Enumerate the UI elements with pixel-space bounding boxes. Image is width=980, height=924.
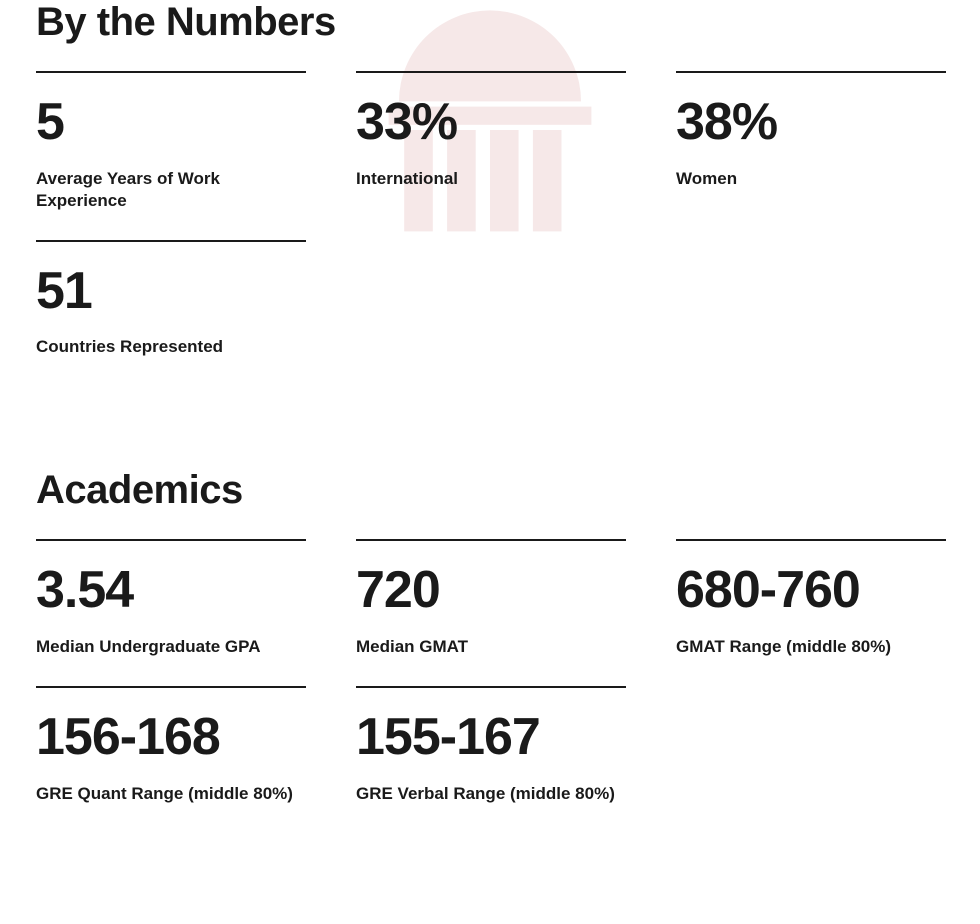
stat-value: 38%	[676, 95, 946, 150]
stat-label: Average Years of Work Experience	[36, 168, 306, 212]
stat-value: 155-167	[356, 710, 626, 765]
stat-value: 3.54	[36, 563, 306, 618]
stat-label: GMAT Range (middle 80%)	[676, 636, 946, 658]
section-academics: Academics 3.54 Median Undergraduate GPA …	[36, 468, 944, 804]
stat-label: Median GMAT	[356, 636, 626, 658]
stat-label: International	[356, 168, 626, 190]
stat-gre-verbal: 155-167 GRE Verbal Range (middle 80%)	[356, 686, 626, 805]
stats-row: 51 Countries Represented	[36, 240, 944, 359]
stats-row: 3.54 Median Undergraduate GPA 720 Median…	[36, 539, 944, 658]
stat-value: 5	[36, 95, 306, 150]
stat-label: Women	[676, 168, 946, 190]
section-by-the-numbers: By the Numbers 5 Average Years of Work E…	[36, 0, 944, 358]
stats-row: 156-168 GRE Quant Range (middle 80%) 155…	[36, 686, 944, 805]
stat-label: Median Undergraduate GPA	[36, 636, 306, 658]
stat-countries: 51 Countries Represented	[36, 240, 306, 359]
stat-gpa: 3.54 Median Undergraduate GPA	[36, 539, 306, 658]
stat-value: 33%	[356, 95, 626, 150]
stat-gmat-median: 720 Median GMAT	[356, 539, 626, 658]
stat-value: 680-760	[676, 563, 946, 618]
stats-row: 5 Average Years of Work Experience 33% I…	[36, 71, 944, 212]
stat-work-experience: 5 Average Years of Work Experience	[36, 71, 306, 212]
stat-label: GRE Quant Range (middle 80%)	[36, 783, 306, 805]
stat-women: 38% Women	[676, 71, 946, 212]
stat-label: GRE Verbal Range (middle 80%)	[356, 783, 626, 805]
stat-value: 720	[356, 563, 626, 618]
stat-label: Countries Represented	[36, 336, 306, 358]
stat-value: 156-168	[36, 710, 306, 765]
stat-value: 51	[36, 264, 306, 319]
section-title-academics: Academics	[36, 468, 944, 513]
stat-international: 33% International	[356, 71, 626, 212]
section-title-numbers: By the Numbers	[36, 0, 944, 45]
stat-gmat-range: 680-760 GMAT Range (middle 80%)	[676, 539, 946, 658]
stat-gre-quant: 156-168 GRE Quant Range (middle 80%)	[36, 686, 306, 805]
